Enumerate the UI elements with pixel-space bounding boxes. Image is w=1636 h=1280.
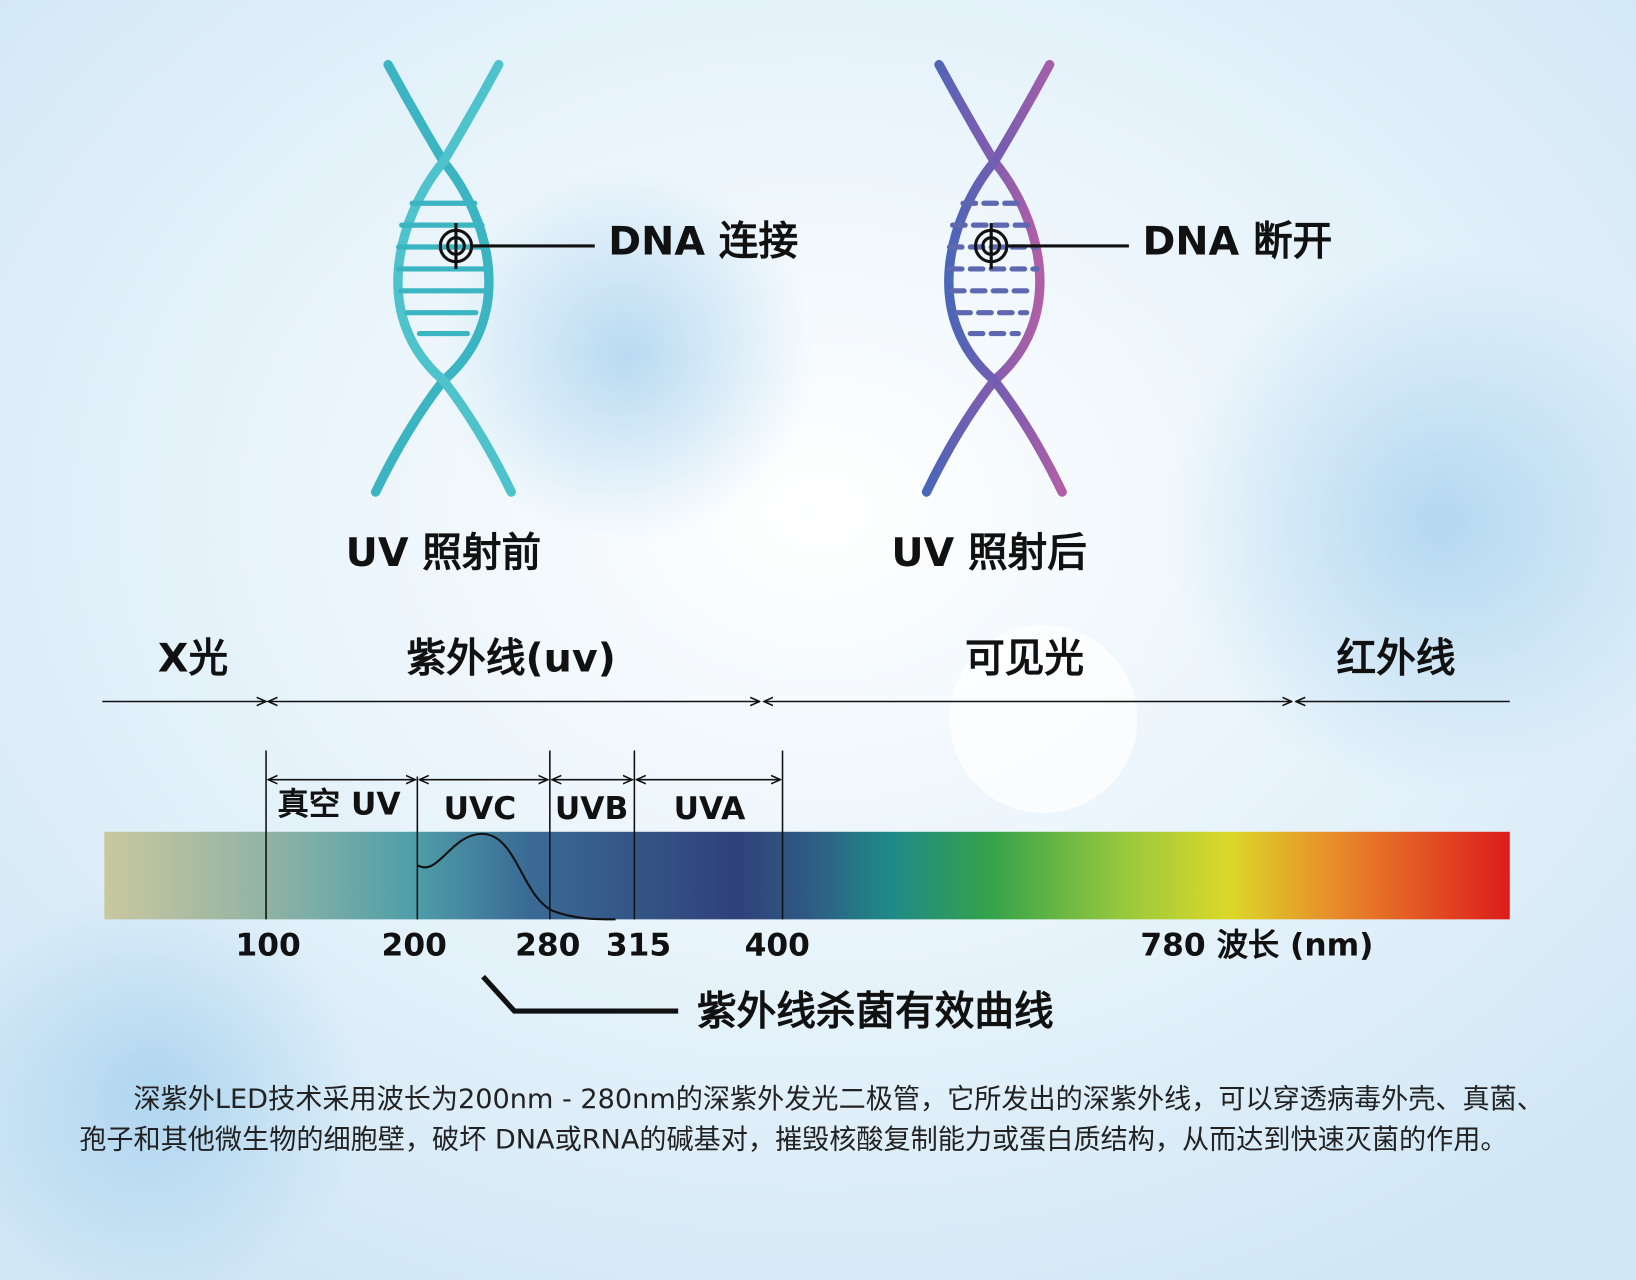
- band-label: UVC: [444, 791, 517, 827]
- curve-label: 紫外线杀菌有效曲线: [697, 989, 1054, 1035]
- region-label: X光: [158, 635, 228, 681]
- wavelength-label: 280: [515, 927, 580, 963]
- band-label: UVA: [674, 791, 746, 827]
- callout-marker: [438, 223, 595, 269]
- band-dividers: [265, 750, 784, 920]
- dna-broken: [921, 59, 1067, 497]
- wavelength-label: 200: [382, 927, 447, 963]
- curve-pointer: [481, 974, 679, 1014]
- band-label: 真空 UV: [278, 787, 402, 823]
- bg-blob: [0, 886, 366, 1280]
- callout-label: DNA 断开: [1142, 218, 1332, 264]
- bg-blob: [1168, 250, 1636, 793]
- germicidal-curve: [416, 832, 616, 921]
- bg-blob: [438, 166, 814, 543]
- bg-glow: [949, 625, 1138, 814]
- wavelength-label: 315: [606, 927, 671, 963]
- dna-intact: [370, 59, 516, 497]
- region-label: 红外线: [1337, 635, 1456, 681]
- wavelength-label: 400: [745, 927, 810, 963]
- wavelength-label: 780 波长 (nm): [1140, 927, 1373, 963]
- description-box: 深紫外LED技术采用波长为200nm - 280nm的深紫外发光二极管，它所发出…: [79, 1084, 1544, 1156]
- region-label: 紫外线(uv): [407, 635, 616, 681]
- caption: UV 照射后: [891, 530, 1087, 576]
- region-label: 可见光: [965, 635, 1084, 681]
- caption: UV 照射前: [346, 530, 542, 576]
- spectrum-bar: [104, 831, 1510, 920]
- callout-marker: [973, 223, 1129, 269]
- description: 深紫外LED技术采用波长为200nm - 280nm的深紫外发光二极管，它所发出…: [79, 1084, 1544, 1156]
- callout-label: DNA 连接: [608, 218, 798, 264]
- wavelength-label: 100: [235, 927, 300, 963]
- band-label: UVB: [555, 791, 628, 827]
